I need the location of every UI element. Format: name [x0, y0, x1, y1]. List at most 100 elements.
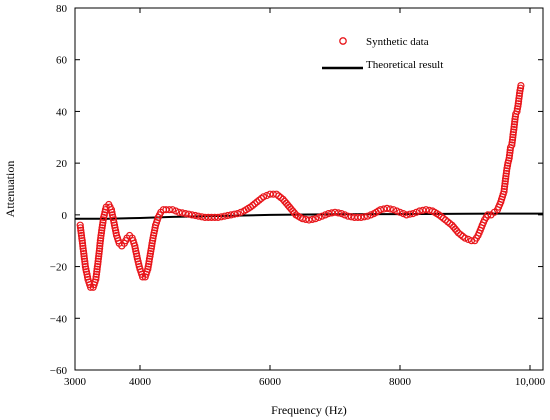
- synthetic-point: [412, 208, 420, 216]
- synthetic-point: [144, 263, 152, 271]
- synthetic-point: [334, 209, 342, 217]
- synthetic-point: [461, 234, 469, 242]
- synthetic-point: [97, 234, 105, 242]
- synthetic-point: [107, 206, 116, 214]
- synthetic-point: [98, 226, 106, 234]
- synthetic-point: [509, 131, 517, 139]
- synthetic-point: [97, 229, 106, 237]
- synthetic-point: [147, 247, 155, 255]
- synthetic-point: [81, 260, 89, 268]
- synthetic-point: [95, 250, 103, 258]
- synthetic-point: [502, 169, 510, 178]
- synthetic-point: [383, 204, 391, 212]
- synthetic-point: [77, 226, 85, 234]
- synthetic-point: [79, 244, 87, 253]
- y-tick-label: 40: [56, 106, 68, 118]
- legend-synthetic-label: Synthetic data: [366, 36, 429, 48]
- synthetic-point: [224, 211, 232, 220]
- synthetic-point: [96, 237, 105, 245]
- synthetic-point: [386, 205, 394, 213]
- x-tick-label: 4000: [129, 376, 152, 388]
- synthetic-point: [508, 141, 516, 149]
- synthetic-point: [96, 242, 104, 250]
- synthetic-point: [214, 213, 222, 221]
- synthetic-point: [510, 125, 518, 134]
- synthetic-point: [505, 151, 514, 159]
- synthetic-point: [514, 102, 522, 110]
- synthetic-point: [191, 211, 199, 220]
- synthetic-point: [145, 255, 154, 263]
- synthetic-point: [515, 94, 523, 103]
- synthetic-point: [484, 211, 492, 219]
- y-tick-label: −60: [50, 365, 68, 377]
- synthetic-point: [168, 206, 177, 214]
- synthetic-point: [80, 252, 88, 260]
- synthetic-point: [131, 242, 139, 250]
- synthetic-point: [509, 128, 518, 136]
- synthetic-point: [76, 224, 85, 232]
- synthetic-point: [406, 210, 414, 218]
- y-axis-title: Attenuation: [3, 161, 17, 218]
- synthetic-point: [94, 257, 102, 265]
- synthetic-point: [331, 208, 339, 216]
- synthetic-point: [81, 263, 90, 271]
- synthetic-point: [305, 216, 313, 224]
- synthetic-point: [146, 250, 154, 258]
- synthetic-point: [77, 231, 86, 240]
- synthetic-point: [233, 210, 242, 218]
- y-tick-label: 60: [56, 55, 68, 67]
- synthetic-point: [175, 208, 183, 216]
- synthetic-point: [227, 211, 235, 219]
- synthetic-point: [511, 118, 519, 126]
- synthetic-point: [255, 196, 263, 204]
- synthetic-point: [514, 97, 523, 105]
- synthetic-point: [95, 244, 104, 253]
- synthetic-point: [517, 81, 525, 90]
- synthetic-point: [500, 185, 508, 193]
- synthetic-point: [308, 215, 316, 223]
- synthetic-point: [217, 213, 225, 221]
- synthetic-point: [181, 210, 190, 218]
- synthetic-point: [508, 136, 517, 144]
- synthetic-point: [108, 208, 116, 216]
- synthetic-point: [510, 120, 519, 129]
- y-tick-label: −40: [50, 313, 68, 325]
- synthetic-point: [194, 212, 203, 220]
- synthetic-point: [396, 208, 404, 216]
- synthetic-point: [298, 215, 307, 223]
- synthetic-point: [220, 212, 229, 220]
- synthetic-series: [76, 81, 525, 291]
- synthetic-point: [172, 207, 180, 215]
- legend-theoretical-label: Theoretical result: [366, 59, 443, 71]
- synthetic-point: [77, 229, 85, 237]
- synthetic-point: [503, 167, 511, 175]
- x-tick-label: 3000: [64, 376, 87, 388]
- synthetic-point: [78, 239, 87, 247]
- synthetic-point: [131, 244, 139, 253]
- synthetic-point: [324, 210, 333, 218]
- synthetic-point: [409, 210, 417, 218]
- synthetic-point: [148, 242, 156, 250]
- synthetic-point: [145, 257, 153, 265]
- x-tick-label: 10,000: [515, 376, 546, 388]
- synthetic-point: [415, 207, 424, 215]
- synthetic-point: [93, 263, 102, 271]
- synthetic-point: [389, 206, 398, 214]
- synthetic-point: [99, 216, 107, 224]
- y-tick-label: 0: [62, 210, 68, 222]
- synthetic-point: [502, 172, 510, 180]
- synthetic-point: [149, 237, 157, 245]
- synthetic-point: [93, 265, 101, 273]
- synthetic-point: [92, 275, 100, 284]
- legend-synthetic-marker: [339, 37, 347, 45]
- synthetic-point: [501, 180, 509, 188]
- plot-frame: [74, 7, 544, 371]
- synthetic-point: [263, 191, 271, 200]
- synthetic-point: [147, 244, 155, 253]
- synthetic-point: [249, 201, 257, 209]
- synthetic-point: [513, 107, 521, 116]
- synthetic-point: [165, 206, 173, 214]
- synthetic-point: [510, 123, 518, 131]
- synthetic-point: [79, 242, 87, 250]
- synthetic-point: [505, 154, 513, 162]
